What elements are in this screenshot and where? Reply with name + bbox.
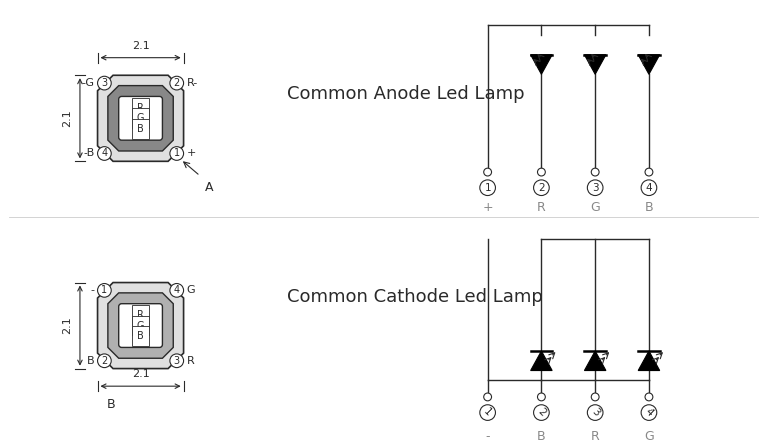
- Polygon shape: [638, 55, 660, 74]
- Text: -: -: [91, 285, 94, 295]
- Text: G: G: [137, 113, 144, 123]
- Text: R: R: [537, 202, 546, 214]
- Circle shape: [591, 393, 599, 401]
- Text: 1: 1: [485, 183, 491, 193]
- Text: Common Anode Led Lamp: Common Anode Led Lamp: [287, 85, 525, 103]
- Polygon shape: [584, 351, 606, 371]
- Text: 1: 1: [482, 407, 494, 418]
- Circle shape: [170, 284, 184, 297]
- Circle shape: [591, 168, 599, 176]
- Text: 2: 2: [538, 183, 545, 193]
- Text: 1: 1: [174, 148, 180, 159]
- Polygon shape: [108, 86, 174, 151]
- Text: 3: 3: [174, 356, 180, 366]
- Polygon shape: [531, 55, 552, 74]
- Circle shape: [480, 180, 495, 195]
- Circle shape: [98, 284, 111, 297]
- Text: 2: 2: [535, 407, 548, 418]
- Circle shape: [170, 147, 184, 160]
- Text: +: +: [482, 202, 493, 214]
- Text: G: G: [591, 202, 600, 214]
- Circle shape: [588, 405, 603, 420]
- Text: B: B: [137, 124, 144, 134]
- Text: B: B: [87, 356, 94, 366]
- Text: 2.1: 2.1: [62, 317, 72, 334]
- Circle shape: [538, 168, 545, 176]
- Text: 3: 3: [592, 183, 598, 193]
- Text: R: R: [137, 310, 144, 320]
- Text: A: A: [205, 181, 214, 194]
- Text: 2.1: 2.1: [131, 41, 150, 51]
- Circle shape: [641, 405, 657, 420]
- Text: 3: 3: [101, 78, 108, 88]
- Circle shape: [170, 354, 184, 368]
- Text: 4: 4: [174, 285, 180, 295]
- Text: G: G: [187, 285, 195, 295]
- Text: R: R: [187, 356, 194, 366]
- Circle shape: [588, 180, 603, 195]
- Circle shape: [98, 147, 111, 160]
- Text: 2: 2: [101, 356, 108, 366]
- Text: R: R: [591, 430, 600, 443]
- Text: 2: 2: [174, 78, 180, 88]
- Text: 1: 1: [101, 285, 108, 295]
- Text: +: +: [187, 148, 196, 159]
- Circle shape: [645, 168, 653, 176]
- Polygon shape: [98, 75, 184, 161]
- Text: -B: -B: [84, 148, 94, 159]
- FancyBboxPatch shape: [119, 96, 162, 140]
- Text: R-: R-: [187, 78, 198, 88]
- Circle shape: [98, 76, 111, 90]
- Text: 3: 3: [589, 407, 601, 418]
- Circle shape: [534, 180, 549, 195]
- Polygon shape: [98, 282, 184, 369]
- Circle shape: [538, 393, 545, 401]
- Polygon shape: [108, 293, 174, 358]
- Text: 2.1: 2.1: [62, 109, 72, 127]
- Circle shape: [534, 405, 549, 420]
- Text: B: B: [107, 398, 115, 411]
- FancyBboxPatch shape: [119, 304, 162, 347]
- Text: 4: 4: [101, 148, 108, 159]
- Circle shape: [480, 405, 495, 420]
- Circle shape: [641, 180, 657, 195]
- Text: B: B: [644, 202, 654, 214]
- Text: R: R: [137, 103, 144, 113]
- Text: G: G: [137, 321, 144, 331]
- Text: 4: 4: [643, 407, 655, 418]
- Circle shape: [645, 393, 653, 401]
- Polygon shape: [531, 351, 552, 371]
- Text: G: G: [644, 430, 654, 443]
- Circle shape: [484, 168, 492, 176]
- Polygon shape: [584, 55, 606, 74]
- Text: Common Cathode Led Lamp: Common Cathode Led Lamp: [287, 288, 543, 306]
- Text: 2.1: 2.1: [131, 369, 150, 379]
- Circle shape: [484, 393, 492, 401]
- Text: B: B: [537, 430, 546, 443]
- Text: -: -: [485, 430, 490, 443]
- Text: 4: 4: [646, 183, 652, 193]
- Text: -G: -G: [81, 78, 94, 88]
- Circle shape: [170, 76, 184, 90]
- Circle shape: [98, 354, 111, 368]
- Text: B: B: [137, 331, 144, 341]
- Polygon shape: [638, 351, 660, 371]
